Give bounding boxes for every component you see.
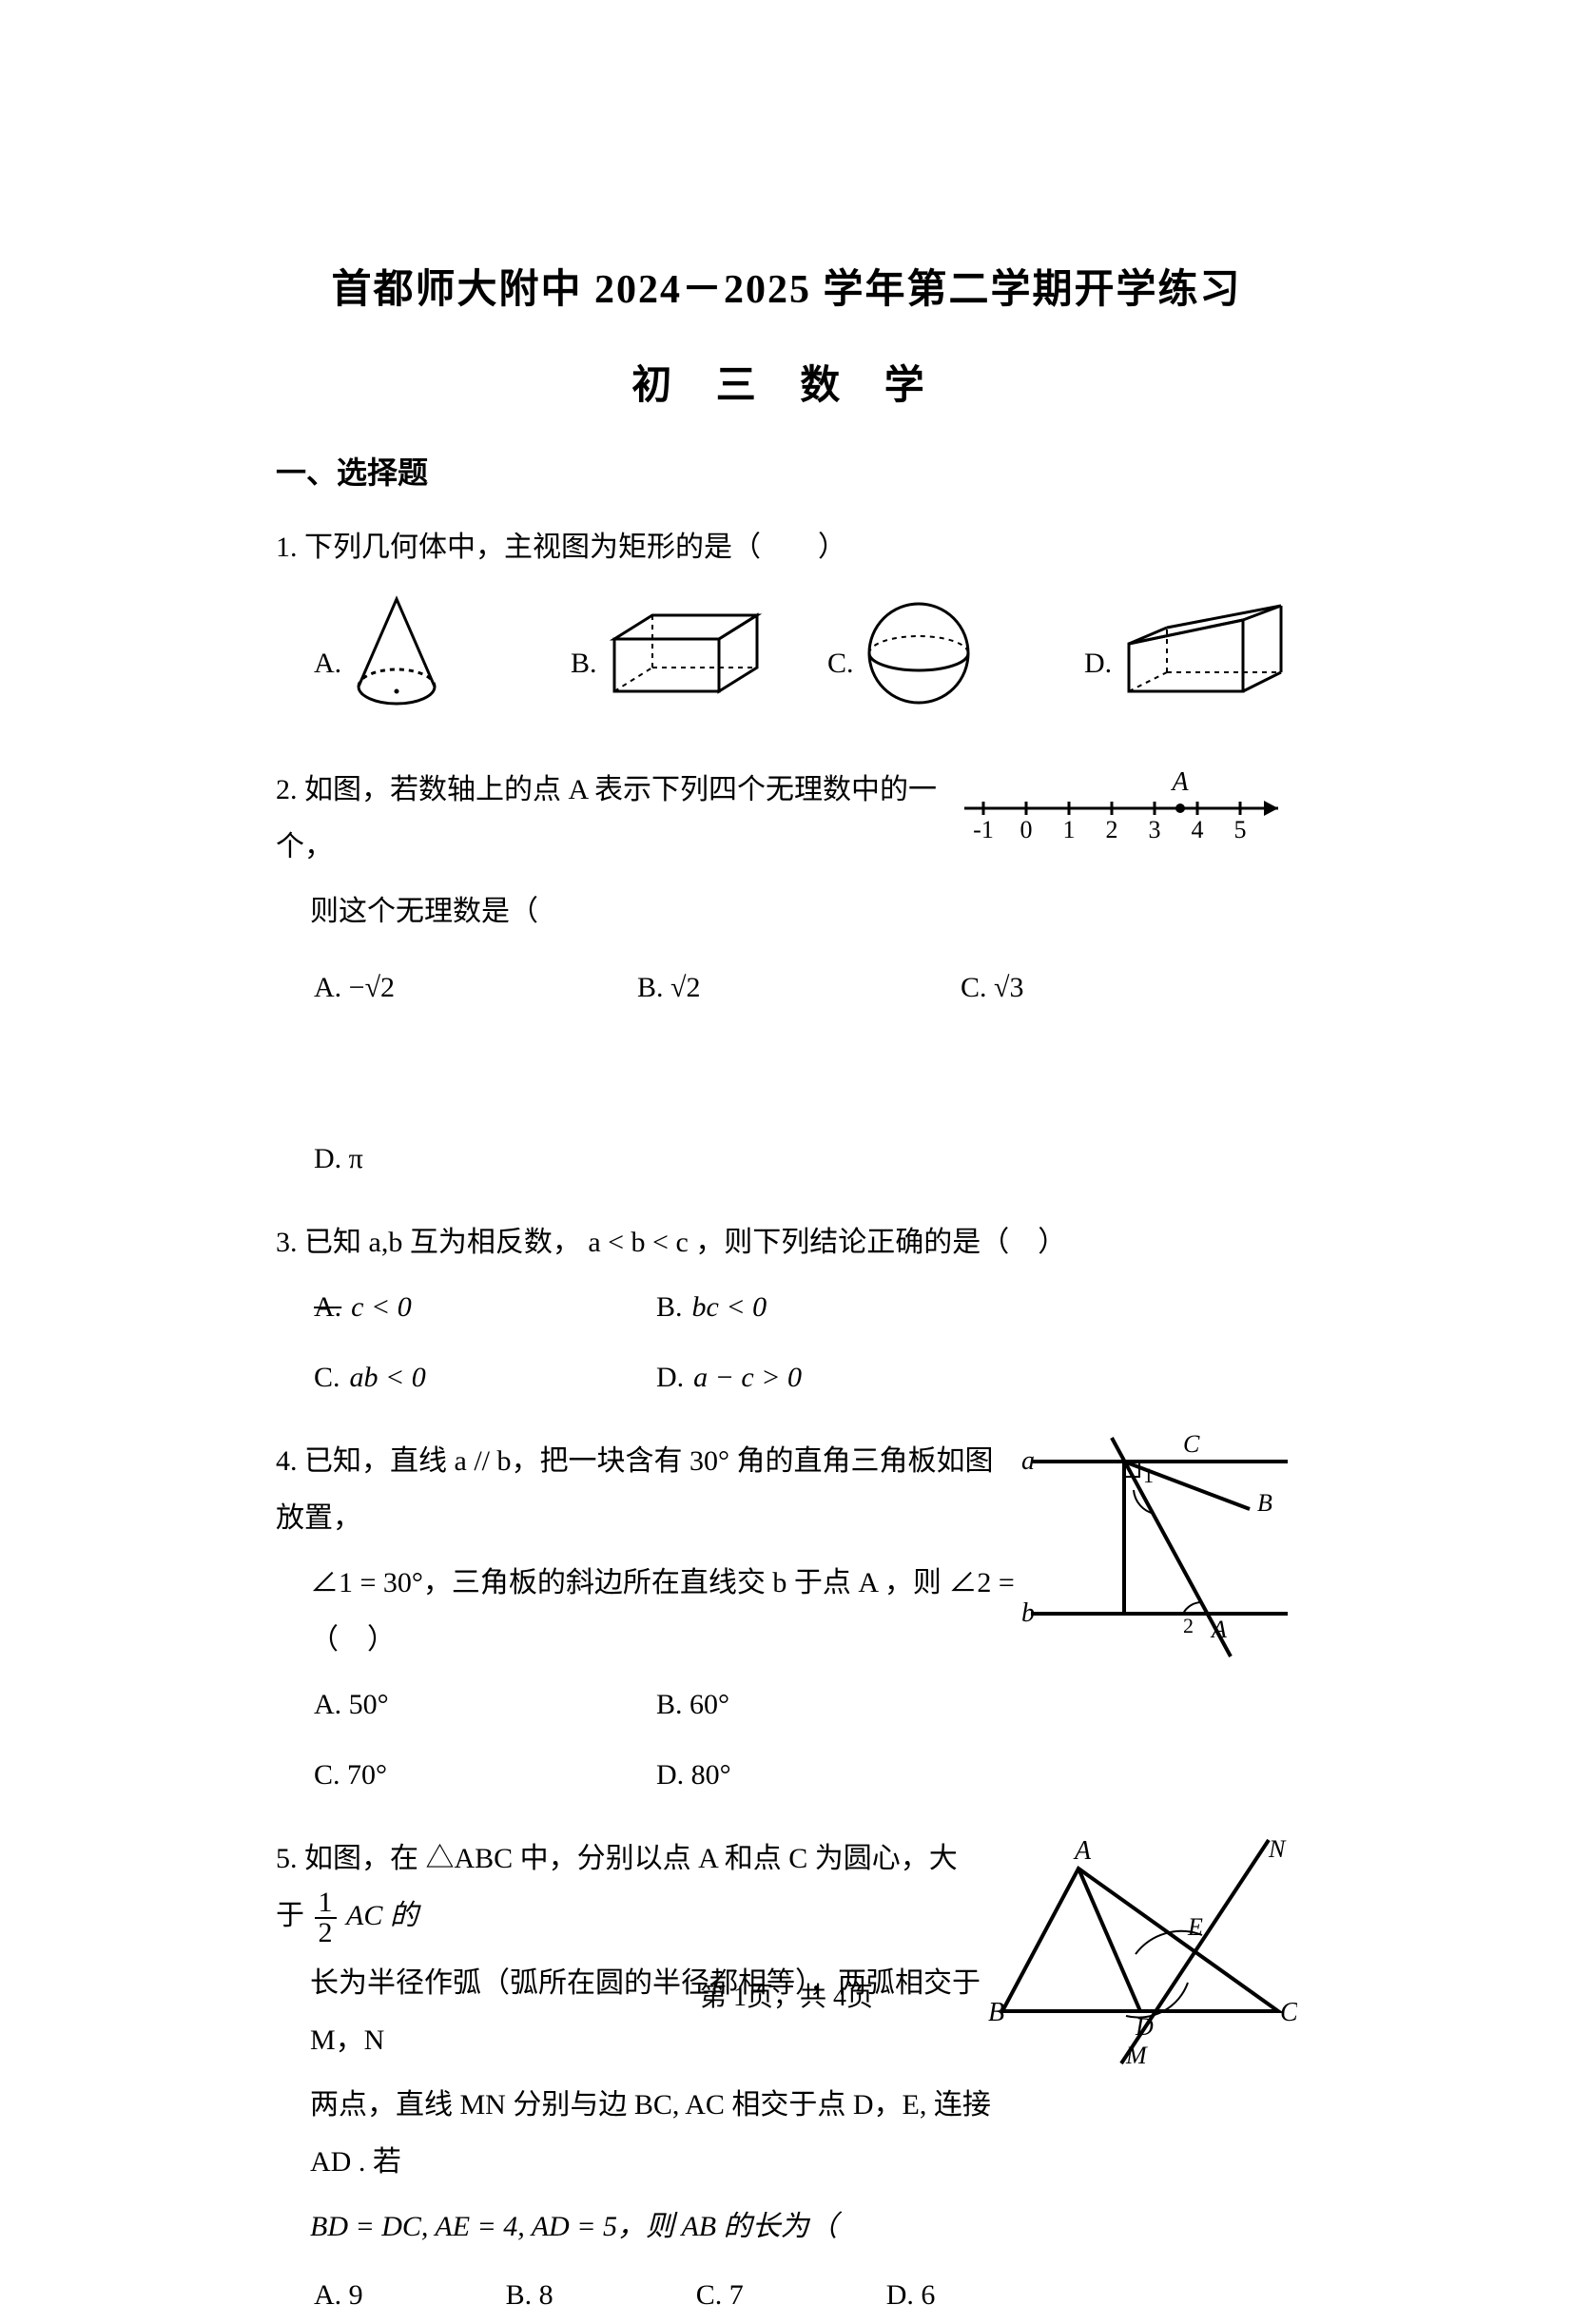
q4-stem-l2: ∠1 = 30°，三角板的斜边所在直线交 b 于点 A ，则 ∠2 =（ ）	[310, 1567, 1015, 1656]
cuboid-icon	[605, 606, 767, 721]
svg-text:A: A	[1073, 1836, 1092, 1866]
q2-stem-l2: 则这个无理数是（	[310, 896, 567, 927]
svg-text:4: 4	[1192, 816, 1204, 842]
q1-optB-label: B.	[571, 635, 597, 692]
q3-option-B[interactable]: B. bc < 0	[656, 1279, 999, 1336]
q3-optA-text: c < 0	[351, 1279, 412, 1336]
q3-stem: 已知 a,b 互为相反数， a < b < c ，则下列结论正确的是（ ）	[304, 1227, 1066, 1258]
q4-option-C[interactable]: C. 70°	[314, 1747, 656, 1804]
svg-text:a: a	[1021, 1446, 1035, 1476]
svg-text:2: 2	[1183, 1614, 1194, 1637]
svg-text:2: 2	[1106, 816, 1118, 842]
svg-text:1: 1	[1063, 816, 1076, 842]
q2-option-B[interactable]: B. √2	[637, 959, 846, 1017]
page-title: 首都师大附中 2024－2025 学年第二学期开学练习	[276, 257, 1297, 315]
q1-number: 1.	[276, 532, 298, 563]
q3-optB-label: B.	[656, 1279, 683, 1336]
q5-number: 5.	[276, 1843, 298, 1874]
q4-option-A[interactable]: A. 50°	[314, 1676, 656, 1733]
q5-option-D[interactable]: D. 6	[886, 2267, 936, 2324]
section-heading: 一、选择题	[276, 449, 1297, 493]
svg-text:M: M	[1125, 2042, 1148, 2068]
q3-optD-text: a − c > 0	[693, 1349, 802, 1406]
q3-option-A[interactable]: A. c < 0	[314, 1279, 656, 1336]
q3-optD-label: D.	[656, 1349, 684, 1406]
q3-option-C[interactable]: C. ab < 0	[314, 1349, 656, 1406]
svg-text:A: A	[1210, 1616, 1227, 1643]
numberline-figure: -1 0 1 2 3 4 5 A	[955, 756, 1297, 862]
q3-number: 3.	[276, 1227, 298, 1258]
svg-text:b: b	[1021, 1598, 1035, 1628]
question-2: 2. 如图，若数轴上的点 A 表示下列四个无理数中的一个， 则这个无理数是（ -…	[276, 762, 1297, 1188]
page-footer: 第 1页，共 4页	[0, 1976, 1573, 2014]
q1-option-D[interactable]: D.	[1084, 601, 1293, 726]
parallel-lines-figure: a b C B A 2 1	[1012, 1423, 1297, 1691]
q2-option-C[interactable]: C. √3	[961, 959, 1170, 1017]
q4-stem-l1: 已知，直线 a // b，把一块含有 30° 角的直角三角板如图放置，	[276, 1445, 993, 1534]
svg-text:A: A	[1170, 767, 1189, 797]
question-1: 1. 下列几何体中，主视图为矩形的是（ ） A. B.	[276, 519, 1297, 735]
question-3: 3. 已知 a,b 互为相反数， a < b < c ，则下列结论正确的是（ ）…	[276, 1214, 1297, 1406]
svg-text:5: 5	[1234, 816, 1247, 842]
svg-text:B: B	[1257, 1489, 1272, 1517]
q2-number: 2.	[276, 774, 298, 805]
page-subtitle: 初 三 数 学	[276, 353, 1297, 411]
svg-text:C: C	[1183, 1430, 1200, 1458]
q3-optB-text: bc < 0	[692, 1279, 767, 1336]
q3-optC-label: C.	[314, 1349, 340, 1406]
q3-optC-text: ab < 0	[350, 1349, 426, 1406]
q1-optD-label: D.	[1084, 635, 1112, 692]
q5-option-B[interactable]: B. 8	[506, 2267, 553, 2324]
q3-option-D[interactable]: D. a − c > 0	[656, 1349, 999, 1406]
q5-stem-l4: BD = DC, AE = 4, AD = 5，则 AB 的长为（	[310, 2211, 838, 2242]
q3-optA-label: A.	[314, 1279, 341, 1336]
q2-stem-l1: 如图，若数轴上的点 A 表示下列四个无理数中的一个，	[276, 774, 937, 862]
svg-text:D: D	[1135, 2013, 1154, 2041]
prism-icon	[1119, 601, 1291, 726]
q2-option-D[interactable]: D. π	[314, 1131, 523, 1188]
sphere-icon	[862, 596, 976, 730]
q1-option-B[interactable]: B.	[571, 606, 780, 721]
svg-text:-1: -1	[973, 816, 994, 842]
q4-number: 4.	[276, 1445, 298, 1477]
question-4: 4. 已知，直线 a // b，把一块含有 30° 角的直角三角板如图放置， ∠…	[276, 1433, 1297, 1804]
fraction-half: 12	[315, 1888, 337, 1947]
q1-optA-label: A.	[314, 635, 341, 692]
q5-option-A[interactable]: A. 9	[314, 2267, 363, 2324]
question-5: 5. 如图，在 △ABC 中，分别以点 A 和点 C 为圆心，大于 12 AC …	[276, 1830, 1297, 2324]
q4-option-D[interactable]: D. 80°	[656, 1747, 999, 1804]
triangle-construction-figure: A B C D E M N	[983, 1830, 1297, 2088]
q5-stem-l1b: AC 的	[340, 1900, 418, 1931]
q2-option-A[interactable]: A. −√2	[314, 959, 523, 1017]
q1-option-A[interactable]: A.	[314, 591, 523, 735]
svg-text:N: N	[1268, 1835, 1287, 1863]
svg-text:3: 3	[1149, 816, 1161, 842]
q5-stem-l3: 两点，直线 MN 分别与边 BC, AC 相交于点 D，E, 连接 AD . 若	[310, 2077, 1014, 2191]
svg-text:0: 0	[1020, 816, 1033, 842]
q1-option-C[interactable]: C.	[827, 596, 1037, 730]
q4-option-B[interactable]: B. 60°	[656, 1676, 999, 1733]
q1-optC-label: C.	[827, 635, 854, 692]
svg-text:E: E	[1187, 1913, 1203, 1941]
svg-text:1: 1	[1143, 1463, 1154, 1487]
q5-option-C[interactable]: C. 7	[696, 2267, 744, 2324]
q1-stem: 下列几何体中，主视图为矩形的是（ ）	[304, 532, 846, 563]
cone-icon	[349, 591, 444, 735]
